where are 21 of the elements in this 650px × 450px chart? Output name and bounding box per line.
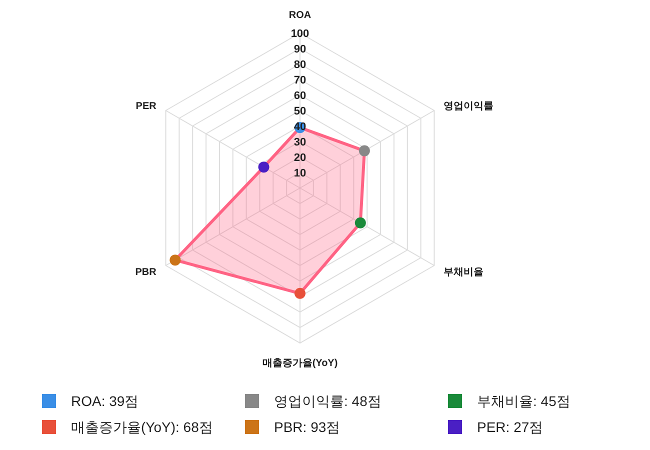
spoke-label: PER <box>136 101 158 112</box>
y-tick-label: 70 <box>294 74 306 86</box>
spoke-label: 영업이익률 <box>444 101 494 112</box>
y-tick-label: 90 <box>294 44 306 56</box>
text: 부채비율: 45점 <box>477 393 570 409</box>
text: 매출증가율(YoY): 68점 <box>71 419 213 435</box>
y-tick-label: 10 <box>294 168 306 180</box>
text: PBR: 93점 <box>274 419 340 435</box>
y-tick-label: 30 <box>294 136 306 148</box>
y-tick-label: 80 <box>294 59 306 71</box>
spoke-label: 부채비율 <box>444 266 484 278</box>
spoke-label: PBR <box>135 266 158 278</box>
text: ROA: 39점 <box>71 393 139 409</box>
spoke-label: ROA <box>288 10 312 22</box>
y-tick-label: 50 <box>294 106 306 118</box>
y-tick-label: 20 <box>294 152 306 164</box>
text: 영업이익률: 48점 <box>274 393 382 409</box>
text: PER: 27점 <box>477 419 544 435</box>
y-tick-label: 100 <box>290 28 310 40</box>
y-tick-label: 60 <box>294 90 306 102</box>
spoke-label: 매출증가율(YoY) <box>262 358 338 369</box>
